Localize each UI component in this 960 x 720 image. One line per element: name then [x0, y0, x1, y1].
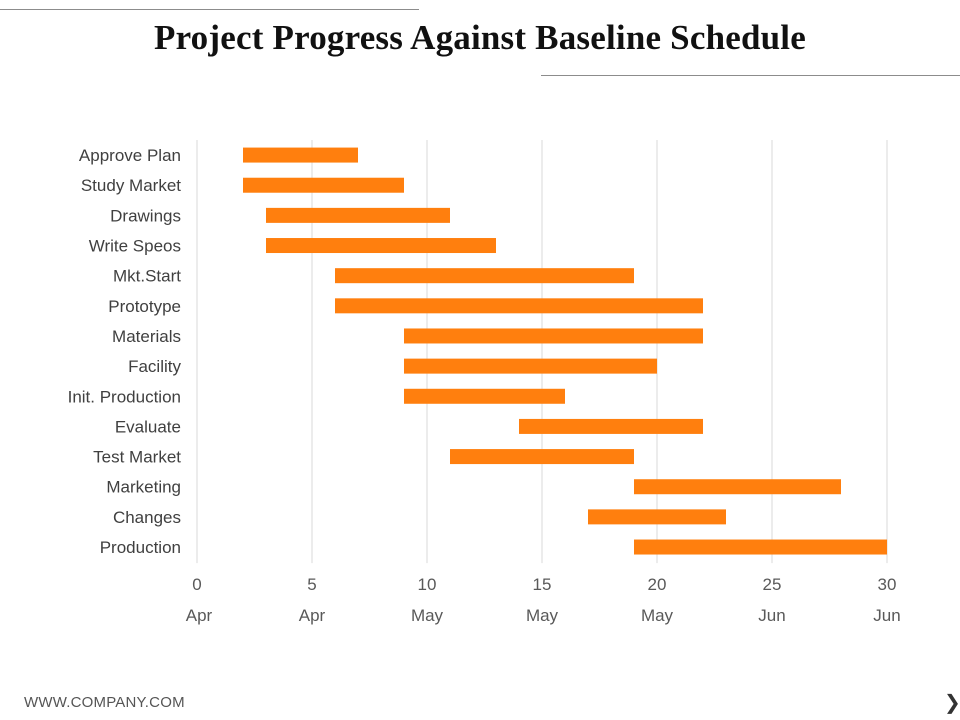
bar-facility: [404, 358, 657, 374]
top-divider-line: [0, 9, 419, 10]
x-tick-label: 30: [878, 575, 897, 594]
x-tick-sublabel: Jun: [758, 606, 785, 625]
title-divider-line: [541, 75, 960, 76]
gridlines: [196, 140, 888, 564]
category-labels: Approve Plan Study Market Drawings Write Sp…: [68, 146, 182, 557]
bar-mkt-start: [335, 268, 634, 284]
bar-marketing: [634, 479, 841, 495]
category-label: Approve Plan: [79, 146, 181, 165]
bar-approve-plan: [243, 147, 358, 163]
bar-write-speos: [266, 238, 496, 254]
category-label: Init. Production: [68, 387, 181, 406]
bars: [243, 147, 887, 555]
x-tick-label: 25: [763, 575, 782, 594]
bar-evaluate: [519, 418, 703, 434]
category-label: Write Speos: [89, 237, 181, 256]
bar-production: [634, 539, 887, 555]
bar-drawings: [266, 207, 450, 223]
x-tick-sublabel: May: [526, 606, 559, 625]
category-label: Prototype: [108, 297, 181, 316]
chevron-right-icon[interactable]: ❯: [944, 690, 960, 714]
category-label: Evaluate: [115, 417, 181, 436]
category-label: Facility: [128, 357, 181, 376]
x-axis: 0 Apr 5 Apr 10 May 15 May 20 May 25 Jun 30 Jun: [186, 575, 901, 625]
category-label: Materials: [112, 327, 181, 346]
bar-study-market: [243, 177, 404, 193]
category-label: Production: [100, 538, 181, 557]
x-tick-sublabel: Apr: [299, 606, 326, 625]
x-tick-sublabel: May: [411, 606, 444, 625]
category-label: Drawings: [110, 206, 181, 225]
x-tick-label: 20: [648, 575, 667, 594]
x-tick-label: 0: [192, 575, 201, 594]
x-tick-label: 5: [307, 575, 316, 594]
page-title: Project Progress Against Baseline Schedu…: [154, 18, 806, 57]
x-tick-sublabel: Apr: [186, 606, 213, 625]
footer-website: WWW.COMPANY.COM: [24, 694, 185, 711]
bar-changes: [588, 509, 726, 525]
bar-test-market: [450, 449, 634, 465]
x-tick-sublabel: May: [641, 606, 674, 625]
category-label: Study Market: [81, 176, 181, 195]
bar-materials: [404, 328, 703, 344]
bar-prototype: [335, 298, 703, 314]
x-tick-sublabel: Jun: [873, 606, 900, 625]
category-label: Test Market: [93, 448, 181, 467]
x-tick-label: 10: [418, 575, 437, 594]
category-label: Mkt.Start: [113, 267, 181, 286]
category-label: Changes: [113, 508, 181, 527]
category-label: Marketing: [106, 478, 181, 497]
x-tick-label: 15: [533, 575, 552, 594]
bar-init-production: [404, 388, 565, 404]
